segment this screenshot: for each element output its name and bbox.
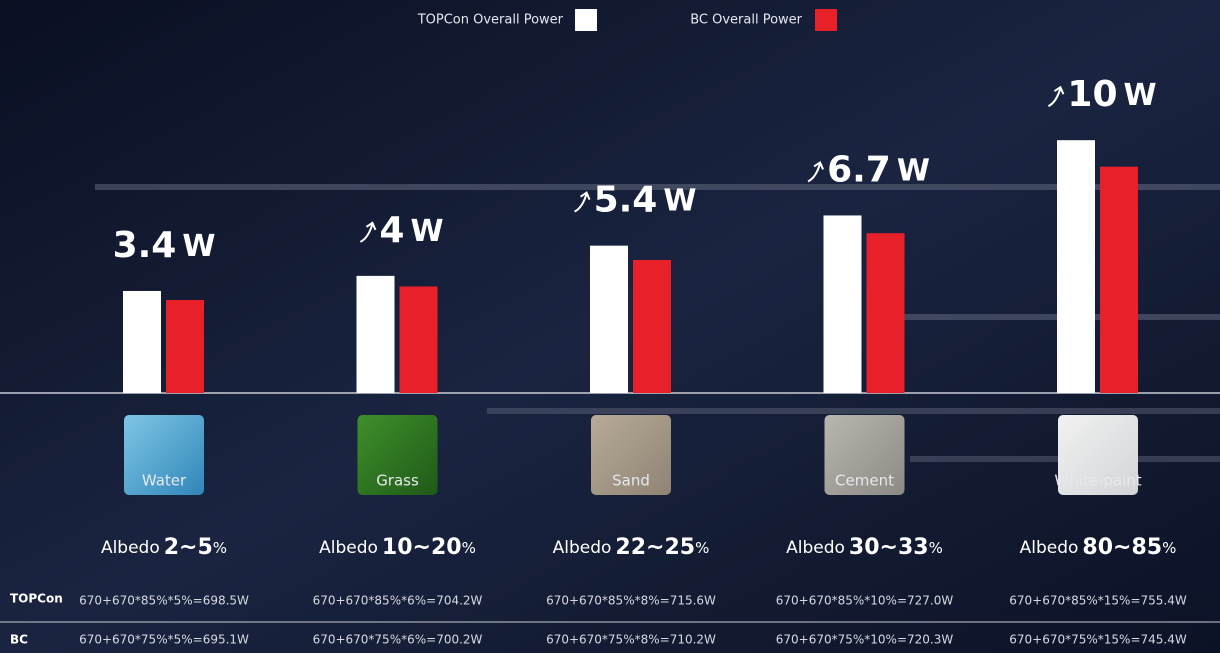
albedo-unit: % (929, 539, 943, 557)
legend-swatch (815, 9, 837, 31)
surface-name: Grass (376, 472, 419, 490)
bar (400, 286, 438, 393)
albedo-prefix: Albedo (101, 538, 160, 558)
surface-name: Cement (835, 472, 894, 490)
decor-stripe (487, 408, 1220, 414)
formula: 670+670*75%*6%=700.2W (313, 633, 483, 647)
albedo-prefix: Albedo (1020, 538, 1079, 558)
albedo-range: 80~85 (1082, 535, 1162, 560)
surface-name: Water (142, 472, 187, 490)
row-label: BC (10, 633, 28, 647)
legend-label: BC Overall Power (690, 13, 802, 28)
gain-unit: W (663, 183, 696, 218)
albedo-range: 22~25 (615, 535, 695, 560)
row-label: TOPCon (10, 592, 63, 606)
albedo-range: 30~33 (849, 535, 929, 560)
albedo-range: 10~20 (382, 535, 462, 560)
legend-swatch (575, 9, 597, 31)
legend-label: TOPCon Overall Power (417, 13, 564, 28)
formula: 670+670*85%*10%=727.0W (776, 594, 954, 608)
bar (357, 276, 395, 393)
formula: 670+670*75%*10%=720.3W (776, 633, 954, 647)
surface-name: Sand (612, 472, 650, 490)
gain-unit: W (1124, 78, 1157, 113)
formula: 670+670*75%*5%=695.1W (79, 633, 249, 647)
albedo-prefix: Albedo (786, 538, 845, 558)
gain-unit: W (410, 213, 443, 248)
formula: 670+670*75%*15%=745.4W (1009, 633, 1187, 647)
bar (590, 246, 628, 393)
formula: 670+670*85%*6%=704.2W (313, 594, 483, 608)
albedo-range: 2~5 (164, 535, 213, 560)
bar (867, 233, 905, 393)
chart: TOPCon Overall PowerBC Overall Power3.4W… (0, 0, 1220, 653)
gain-value: 5.4 (594, 180, 658, 221)
bar (1100, 167, 1138, 393)
albedo-prefix: Albedo (553, 538, 612, 558)
gain-value: 6.7 (827, 149, 891, 190)
gain-unit: W (897, 153, 930, 188)
gain-value: 3.4 (113, 225, 177, 266)
bar (633, 260, 671, 393)
bar (1057, 140, 1095, 393)
albedo-unit: % (462, 539, 476, 557)
formula: 670+670*85%*8%=715.6W (546, 594, 716, 608)
gain-unit: W (182, 228, 215, 263)
albedo-unit: % (213, 539, 227, 557)
formula: 670+670*75%*8%=710.2W (546, 633, 716, 647)
albedo-prefix: Albedo (319, 538, 378, 558)
formula: 670+670*85%*5%=698.5W (79, 594, 249, 608)
albedo-unit: % (1162, 539, 1176, 557)
formula: 670+670*85%*15%=755.4W (1009, 594, 1187, 608)
surface-name: White-paint (1054, 472, 1141, 490)
decor-stripe (95, 184, 1220, 190)
bar (166, 300, 204, 393)
bar (123, 291, 161, 393)
gain-value: 4 (379, 210, 404, 251)
gain-value: 10 (1067, 74, 1117, 115)
bar (824, 215, 862, 393)
albedo-unit: % (695, 539, 709, 557)
